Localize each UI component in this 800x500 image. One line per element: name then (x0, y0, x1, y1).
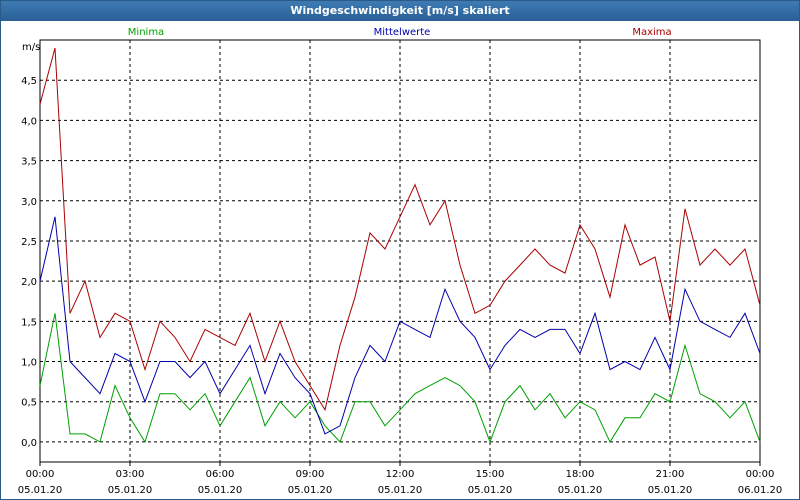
series-line-maxima (39, 47, 761, 412)
x-tick-time-label: 21:00 (656, 469, 685, 480)
y-tick-label: 0,0 (21, 438, 37, 449)
x-tick-time-label: 12:00 (386, 469, 415, 480)
x-tick-date-label: 05.01.20 (558, 485, 603, 496)
x-tick-date-label: 05.01.20 (288, 485, 333, 496)
y-axis-label: m/s (22, 42, 40, 53)
legend-entry-maxima: Maxima (632, 27, 671, 38)
x-tick-date-label: 05.01.20 (198, 485, 243, 496)
x-tick-date-label: 05.01.20 (108, 485, 153, 496)
window-title: Windgeschwindigkeit [m/s] skaliert (1, 1, 799, 21)
y-tick-label: 4,5 (21, 76, 37, 87)
y-tick-label: 1,5 (21, 317, 37, 328)
legend-entry-minima: Minima (128, 27, 164, 38)
x-tick-date-label: 05.01.20 (468, 485, 513, 496)
legend-entry-mittelwerte: Mittelwerte (374, 27, 431, 38)
y-tick-label: 4,0 (21, 116, 37, 127)
x-tick-time-label: 09:00 (296, 469, 325, 480)
x-tick-time-label: 06:00 (206, 469, 235, 480)
y-tick-label: 3,0 (21, 197, 37, 208)
series-line-mittelwerte (39, 216, 761, 435)
x-tick-time-label: 18:00 (566, 469, 595, 480)
x-tick-time-label: 00:00 (26, 469, 55, 480)
series-line-minima (39, 313, 761, 444)
y-tick-label: 3,5 (21, 157, 37, 168)
x-tick-date-label: 05.01.20 (648, 485, 693, 496)
y-tick-label: 1,0 (21, 358, 37, 369)
x-tick-date-label: 05.01.20 (378, 485, 423, 496)
y-tick-label: 2,0 (21, 277, 37, 288)
x-tick-time-label: 00:00 (746, 469, 775, 480)
x-tick-time-label: 03:00 (116, 469, 145, 480)
x-tick-time-label: 15:00 (476, 469, 505, 480)
x-tick-date-label: 05.01.20 (18, 485, 63, 496)
y-tick-label: 0,5 (21, 398, 37, 409)
x-tick-date-label: 06.01.20 (738, 485, 783, 496)
y-tick-label: 2,5 (21, 237, 37, 248)
